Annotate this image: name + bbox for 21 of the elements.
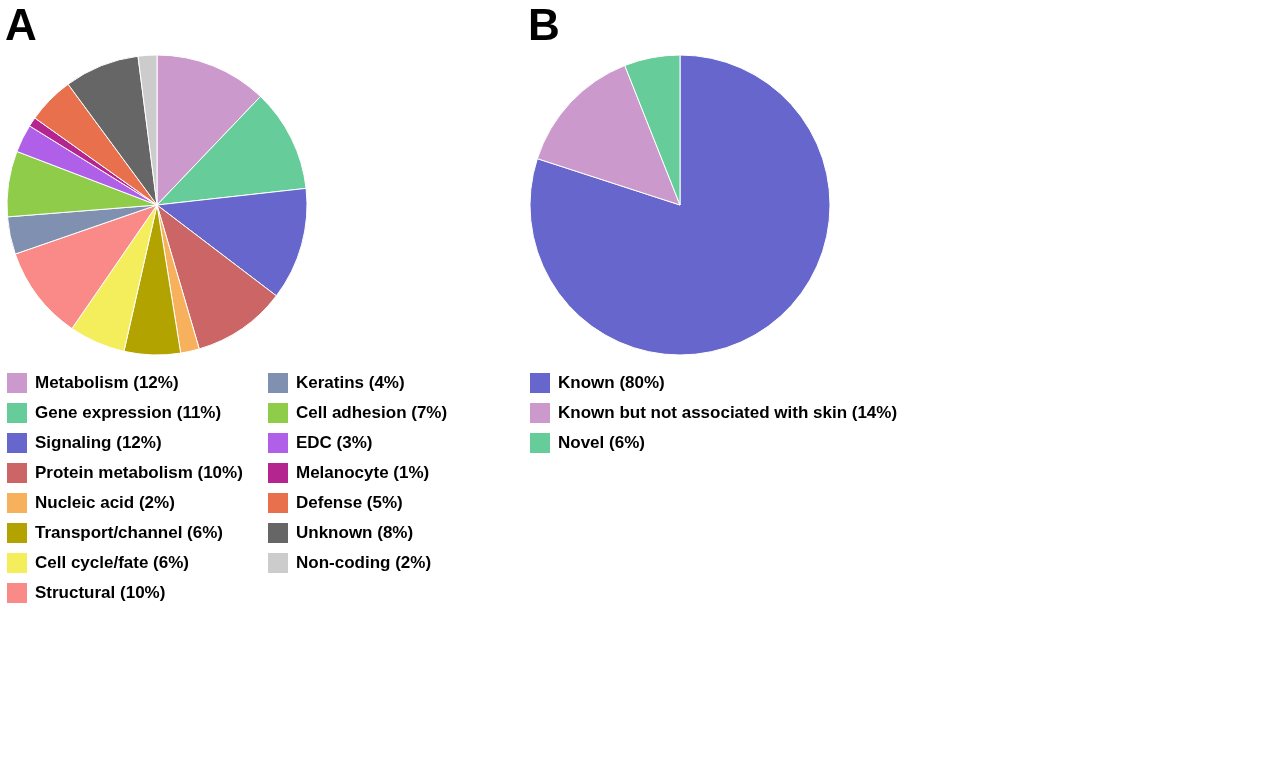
legend-label: Nucleic acid (2%) xyxy=(35,493,175,512)
legend-label: Transport/channel (6%) xyxy=(35,523,223,542)
chart-title: A xyxy=(5,0,37,49)
legend-label: Gene expression (11%) xyxy=(35,403,222,422)
legend-label: Signaling (12%) xyxy=(35,433,162,452)
legend-label: Known (80%) xyxy=(558,373,665,392)
chart-title: B xyxy=(528,0,560,49)
pie-slice xyxy=(529,54,831,356)
legend-label: Metabolism (12%) xyxy=(35,373,179,392)
legend-label: Keratins (4%) xyxy=(296,373,405,392)
legend-label: Protein metabolism (10%) xyxy=(35,463,243,482)
legend-label: Defense (5%) xyxy=(296,493,403,512)
legend-label: Cell cycle/fate (6%) xyxy=(35,553,190,572)
legend-label: Structural (10%) xyxy=(35,583,166,602)
legend-label: Known but not associated with skin (14%) xyxy=(558,403,898,422)
legend-label: Non-coding (2%) xyxy=(296,553,432,572)
legend-label: EDC (3%) xyxy=(296,433,373,452)
legend-label: Unknown (8%) xyxy=(296,523,414,542)
legend-label: Melanocyte (1%) xyxy=(296,463,430,482)
legend-label: Novel (6%) xyxy=(558,433,645,452)
legend-label: Cell adhesion (7%) xyxy=(296,403,448,422)
